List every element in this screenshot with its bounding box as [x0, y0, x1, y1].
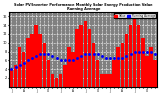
Bar	[43, 43, 46, 87]
Bar	[125, 34, 128, 87]
Bar	[104, 74, 108, 87]
Bar	[30, 34, 34, 87]
Legend: Value, Running Average: Value, Running Average	[114, 13, 156, 18]
Bar	[55, 78, 58, 87]
Bar	[137, 25, 140, 87]
Bar	[71, 52, 75, 87]
Bar	[145, 56, 149, 87]
Bar	[14, 65, 17, 87]
Bar	[84, 21, 87, 87]
Bar	[38, 34, 42, 87]
Bar	[18, 47, 21, 87]
Bar	[63, 65, 67, 87]
Bar	[51, 74, 54, 87]
Bar	[100, 74, 104, 87]
Bar	[67, 47, 71, 87]
Bar	[96, 60, 99, 87]
Bar	[47, 60, 50, 87]
Bar	[75, 30, 79, 87]
Bar	[92, 43, 95, 87]
Bar	[129, 25, 132, 87]
Bar	[121, 43, 124, 87]
Bar	[108, 74, 112, 87]
Bar	[149, 47, 153, 87]
Bar	[112, 60, 116, 87]
Bar	[22, 52, 25, 87]
Bar	[34, 25, 38, 87]
Bar	[88, 30, 91, 87]
Bar	[133, 16, 136, 87]
Bar	[141, 38, 145, 87]
Bar	[80, 25, 83, 87]
Bar	[116, 47, 120, 87]
Bar	[26, 38, 30, 87]
Bar	[153, 60, 157, 87]
Bar	[10, 69, 13, 87]
Title: Solar PV/Inverter Performance Monthly Solar Energy Production Value Running Aver: Solar PV/Inverter Performance Monthly So…	[14, 3, 152, 11]
Bar	[59, 74, 62, 87]
